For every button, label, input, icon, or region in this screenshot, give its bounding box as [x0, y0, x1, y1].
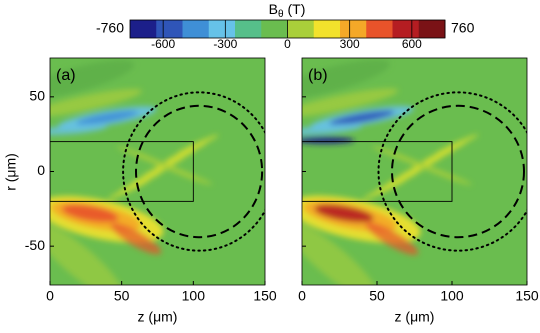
- field-feature: [50, 88, 142, 117]
- field-feature: [61, 204, 119, 223]
- colorbar-segment: [182, 20, 210, 38]
- y-tick-label: -50: [25, 237, 45, 253]
- field-feature: [110, 222, 162, 255]
- colorbar-segment: [366, 20, 393, 38]
- colorbar-segment: [313, 20, 341, 38]
- circle-dotted: [122, 91, 265, 252]
- panel-label: (b): [308, 67, 328, 84]
- colorbar-title: Bθ (T): [269, 1, 306, 20]
- field-pattern: [50, 60, 219, 285]
- x-tick-label: 150: [253, 288, 277, 304]
- y-tick-label: 0: [37, 162, 45, 178]
- panel-label: (a): [56, 67, 76, 84]
- circle-dashed: [391, 104, 525, 239]
- y-axis-label: r (μm): [3, 153, 19, 191]
- circle-dashed: [135, 104, 264, 239]
- field-feature: [302, 220, 379, 285]
- target-box: [302, 141, 453, 202]
- field-feature: [302, 136, 355, 144]
- x-tick-label: 0: [298, 288, 306, 304]
- colorbar-tick-label: -300: [213, 37, 237, 51]
- colorbar-segment: [287, 20, 315, 38]
- colorbar-segment: [261, 20, 288, 38]
- x-tick-label: 100: [182, 288, 206, 304]
- field-feature: [329, 110, 395, 125]
- colorbar-segment: [130, 20, 157, 38]
- x-axis-label: z (μm): [395, 309, 435, 325]
- x-axis-label: z (μm): [138, 309, 178, 325]
- colorbar-max-label: 760: [451, 20, 475, 36]
- colorbar-segment: [418, 20, 446, 38]
- circle-dotted: [377, 91, 527, 252]
- field-feature: [50, 124, 108, 136]
- colorbar-segment: [235, 20, 262, 38]
- x-tick-label: 0: [46, 288, 54, 304]
- x-tick-label: 50: [369, 288, 385, 304]
- field-feature: [302, 88, 399, 118]
- field-feature: [434, 134, 479, 155]
- colorbar-title-main: B: [269, 1, 278, 17]
- field-pattern: [302, 59, 479, 285]
- colorbar-title-unit: (T): [288, 1, 306, 17]
- field-feature: [302, 124, 362, 136]
- colorbar-tick-label: 0: [284, 37, 291, 51]
- colorbar-min-label: -760: [96, 20, 124, 36]
- colorbar-tick-label: -600: [151, 37, 175, 51]
- field-feature: [76, 110, 139, 125]
- colorbar-tick-label: 300: [340, 37, 360, 51]
- field-feature: [314, 204, 374, 223]
- colorbar-segment: [156, 20, 183, 38]
- x-tick-label: 50: [114, 288, 130, 304]
- field-feature: [302, 59, 391, 99]
- field-feature: [176, 134, 219, 155]
- x-tick-label: 150: [515, 288, 539, 304]
- colorbar-title-sub: θ: [278, 9, 284, 20]
- field: [50, 58, 265, 285]
- field-feature: [365, 222, 419, 256]
- colorbar-segment: [392, 20, 420, 38]
- y-tick-label: 50: [29, 88, 45, 104]
- colorbar-segment: [208, 20, 236, 38]
- field-feature: [50, 222, 124, 285]
- x-tick-label: 100: [440, 288, 464, 304]
- field: [302, 58, 527, 285]
- field-feature: [50, 60, 135, 98]
- colorbar-tick-label: 600: [402, 37, 422, 51]
- target-box: [50, 141, 194, 202]
- colorbar-segment: [340, 20, 367, 38]
